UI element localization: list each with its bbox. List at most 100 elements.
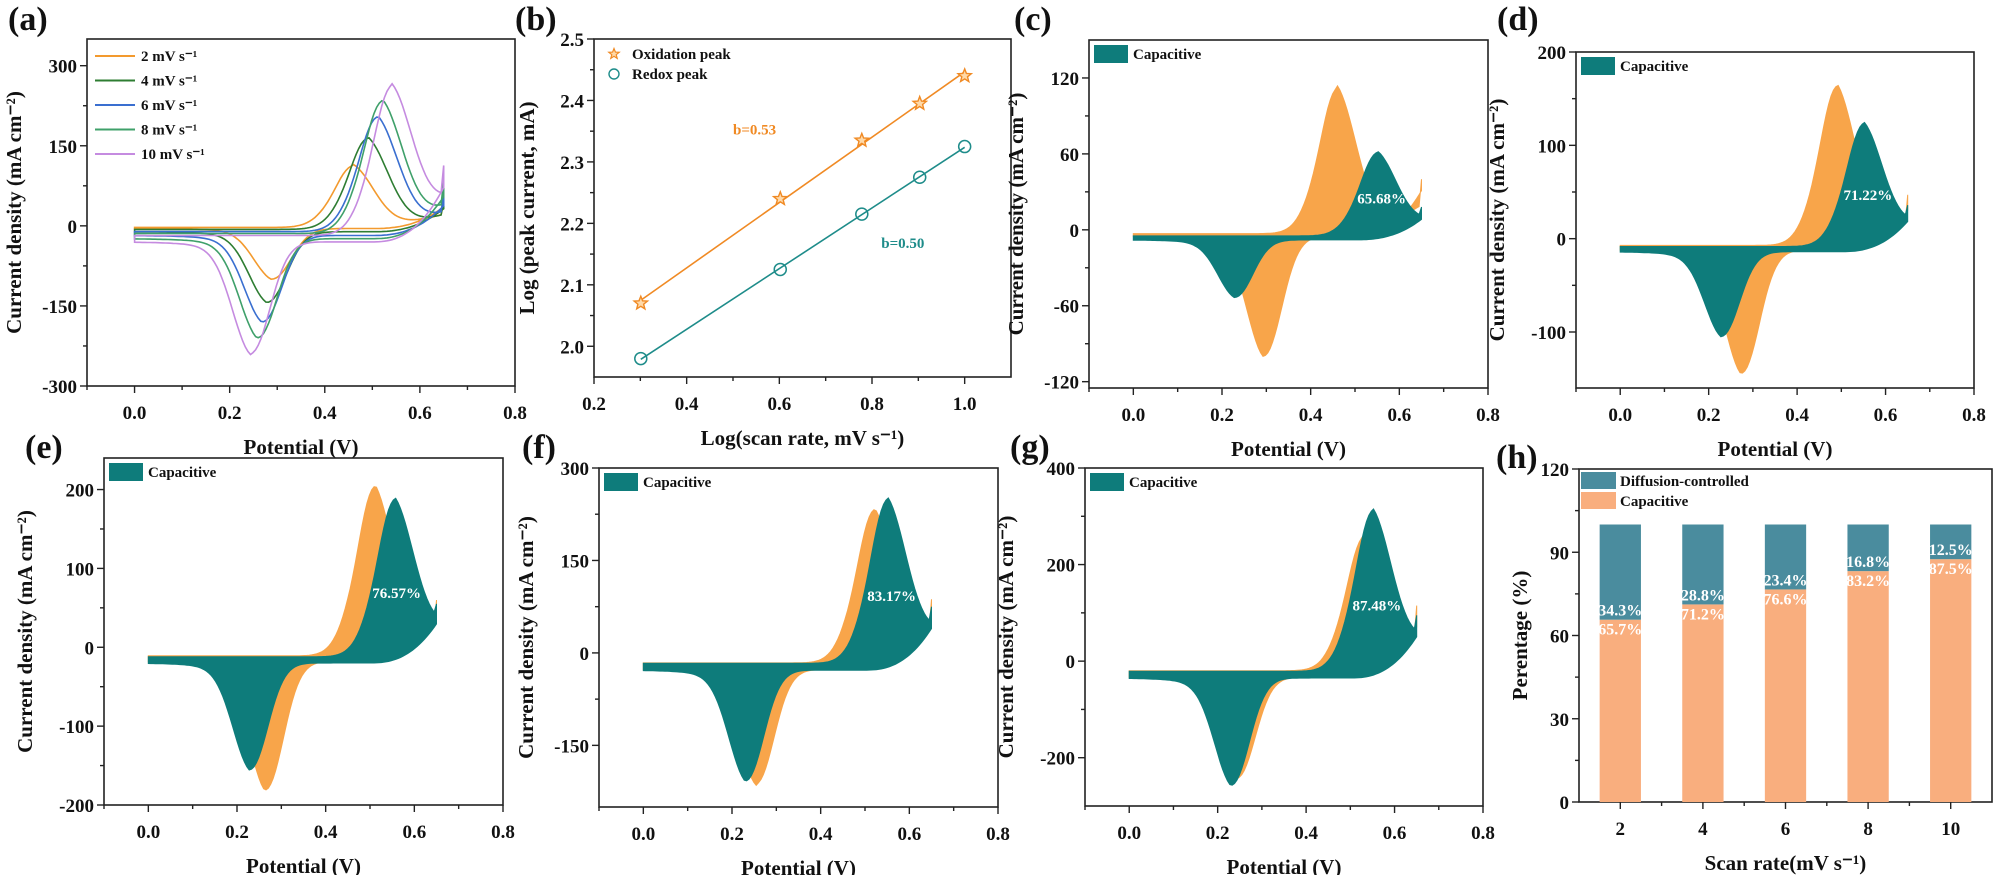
x-tick-label: 0.4 <box>809 824 833 845</box>
legend-label: 4 mV s⁻¹ <box>141 74 197 90</box>
y-tick-label: 120 <box>1051 69 1080 90</box>
y-tick-label: -100 <box>59 717 94 738</box>
legend-swatch <box>1581 472 1616 489</box>
x-tick-label: 10 <box>1941 819 1960 840</box>
y-tick-label: 300 <box>561 459 590 480</box>
legend-label: Capacitive <box>1620 59 1689 75</box>
panel-g: (g) 0.0 0.2 0.4 0.6 0.8 -200 0 200 400 Potential (… <box>994 429 1495 875</box>
y-tick-label: -100 <box>1531 323 1566 344</box>
y-tick-label: -200 <box>59 796 94 817</box>
x-tick-label: 0.8 <box>860 394 884 415</box>
y-tick-label: 30 <box>1550 710 1569 731</box>
legend-label: Oxidation peak <box>632 47 731 63</box>
bar-diffusion <box>1930 524 1972 560</box>
bar-diffusion <box>1682 524 1724 605</box>
x-axis-title: Log(scan rate, mV s⁻¹) <box>701 426 905 450</box>
panel-label: (h) <box>1496 439 1538 476</box>
capacitive-area <box>1132 151 1422 299</box>
bar-capacitive <box>1599 619 1641 802</box>
y-tick-label: 100 <box>66 559 95 580</box>
legend-label: Capacitive <box>1129 475 1198 491</box>
legend-marker-star <box>607 46 621 60</box>
y-tick-label: 60 <box>1060 145 1079 166</box>
y-tick-label: 0 <box>68 217 78 238</box>
x-tick-label: 0.6 <box>408 403 432 424</box>
y-tick-label: 2.3 <box>560 153 584 174</box>
cv-curve-2 <box>133 136 445 304</box>
x-tick-label: 0.2 <box>1206 823 1230 844</box>
y-tick-label: 150 <box>561 551 590 572</box>
y-axis-title: Current density (mA cm⁻²) <box>13 510 37 753</box>
x-tick-label: 0.8 <box>1471 823 1495 844</box>
y-tick-label: 100 <box>1538 136 1567 157</box>
y-tick-label: 0 <box>580 644 590 665</box>
y-axis-title: Current density (mA cm⁻²) <box>514 516 538 759</box>
legend-label: Redox peak <box>632 67 708 83</box>
x-tick-label: 0.4 <box>1294 823 1318 844</box>
capacitive-area <box>147 497 437 771</box>
panel-label: (b) <box>515 1 557 38</box>
y-tick-label: -200 <box>1040 749 1075 770</box>
legend-swatch <box>1581 492 1616 509</box>
cv-curve-4 <box>133 99 445 339</box>
bar-label-capacitive: 71.2% <box>1681 606 1725 623</box>
panel-label: (d) <box>1497 1 1539 38</box>
data-point-circle <box>912 170 927 185</box>
bar-label-diffusion: 28.8% <box>1681 587 1725 604</box>
x-tick-label: 0.4 <box>314 822 338 843</box>
x-tick-label: 0.2 <box>720 824 744 845</box>
x-axis-title: Potential (V) <box>1231 437 1346 461</box>
bar-label-diffusion: 34.3% <box>1598 603 1642 620</box>
x-tick-label: 0.0 <box>136 822 160 843</box>
y-axis-title: Current density (mA cm⁻²) <box>1004 93 1028 336</box>
x-tick-label: 0.8 <box>1476 405 1500 426</box>
x-tick-label: 0.6 <box>767 394 791 415</box>
x-tick-label: 0.0 <box>1608 405 1632 426</box>
y-tick-label: 200 <box>1538 43 1567 64</box>
bar-label-capacitive: 76.6% <box>1764 591 1808 608</box>
y-tick-label: 2.4 <box>560 91 584 112</box>
capacitive-percent-label: 76.57% <box>372 586 421 602</box>
y-tick-label: 2.1 <box>560 276 584 297</box>
bar-capacitive <box>1930 559 1972 802</box>
plot-frame <box>593 38 1012 378</box>
bar-diffusion <box>1847 524 1889 572</box>
y-tick-label: 0 <box>1557 230 1567 251</box>
y-tick-label: 200 <box>1047 556 1076 577</box>
capacitive-area <box>642 497 932 782</box>
plot-frame <box>598 467 999 808</box>
legend-label: 2 mV s⁻¹ <box>141 49 197 65</box>
x-tick-label: 0.0 <box>1121 405 1145 426</box>
capacitive-percent-label: 71.22% <box>1843 188 1892 204</box>
x-tick-label: 0.6 <box>402 822 426 843</box>
x-tick-label: 0.6 <box>1383 823 1407 844</box>
panel-label: (a) <box>8 1 48 38</box>
x-tick-label: 2 <box>1616 819 1626 840</box>
legend-marker-circle <box>608 68 620 80</box>
capacitive-percent-label: 87.48% <box>1352 598 1401 614</box>
x-axis-title: Potential (V) <box>244 435 359 459</box>
panel-a: (a) 0.0 0.2 0.4 0.6 0.8 -300 -150 0 150 300 Potenti… <box>2 1 527 459</box>
panel-b: (b) 0.2 0.4 0.6 0.8 1.0 2.0 2.1 2.2 2.3 2.4 2.5 Log(… <box>515 1 1012 450</box>
panel-label: (c) <box>1014 1 1052 38</box>
bar-label-capacitive: 83.2% <box>1846 573 1890 590</box>
capacitive-area <box>1128 508 1418 786</box>
y-axis-title: Current density (mA cm⁻²) <box>2 91 26 334</box>
x-tick-label: 0.2 <box>582 394 606 415</box>
y-tick-label: 300 <box>49 57 78 78</box>
plot-frame <box>86 38 516 387</box>
legend-label: Diffusion-controlled <box>1620 474 1750 490</box>
legend-label: Capacitive <box>148 465 217 481</box>
plot-frame <box>1088 39 1489 389</box>
y-tick-label: 150 <box>49 137 78 158</box>
legend-label: 10 mV s⁻¹ <box>141 147 205 163</box>
legend-swatch <box>604 473 638 491</box>
data-point-circle <box>957 139 972 154</box>
data-point-star <box>911 94 929 111</box>
legend-swatch <box>1090 473 1124 491</box>
bar-label-capacitive: 65.7% <box>1598 622 1642 639</box>
x-axis-title: Potential (V) <box>741 856 856 875</box>
y-tick-label: 0 <box>1070 221 1080 242</box>
y-tick-label: 2.0 <box>560 337 584 358</box>
bar-capacitive <box>1682 604 1724 802</box>
